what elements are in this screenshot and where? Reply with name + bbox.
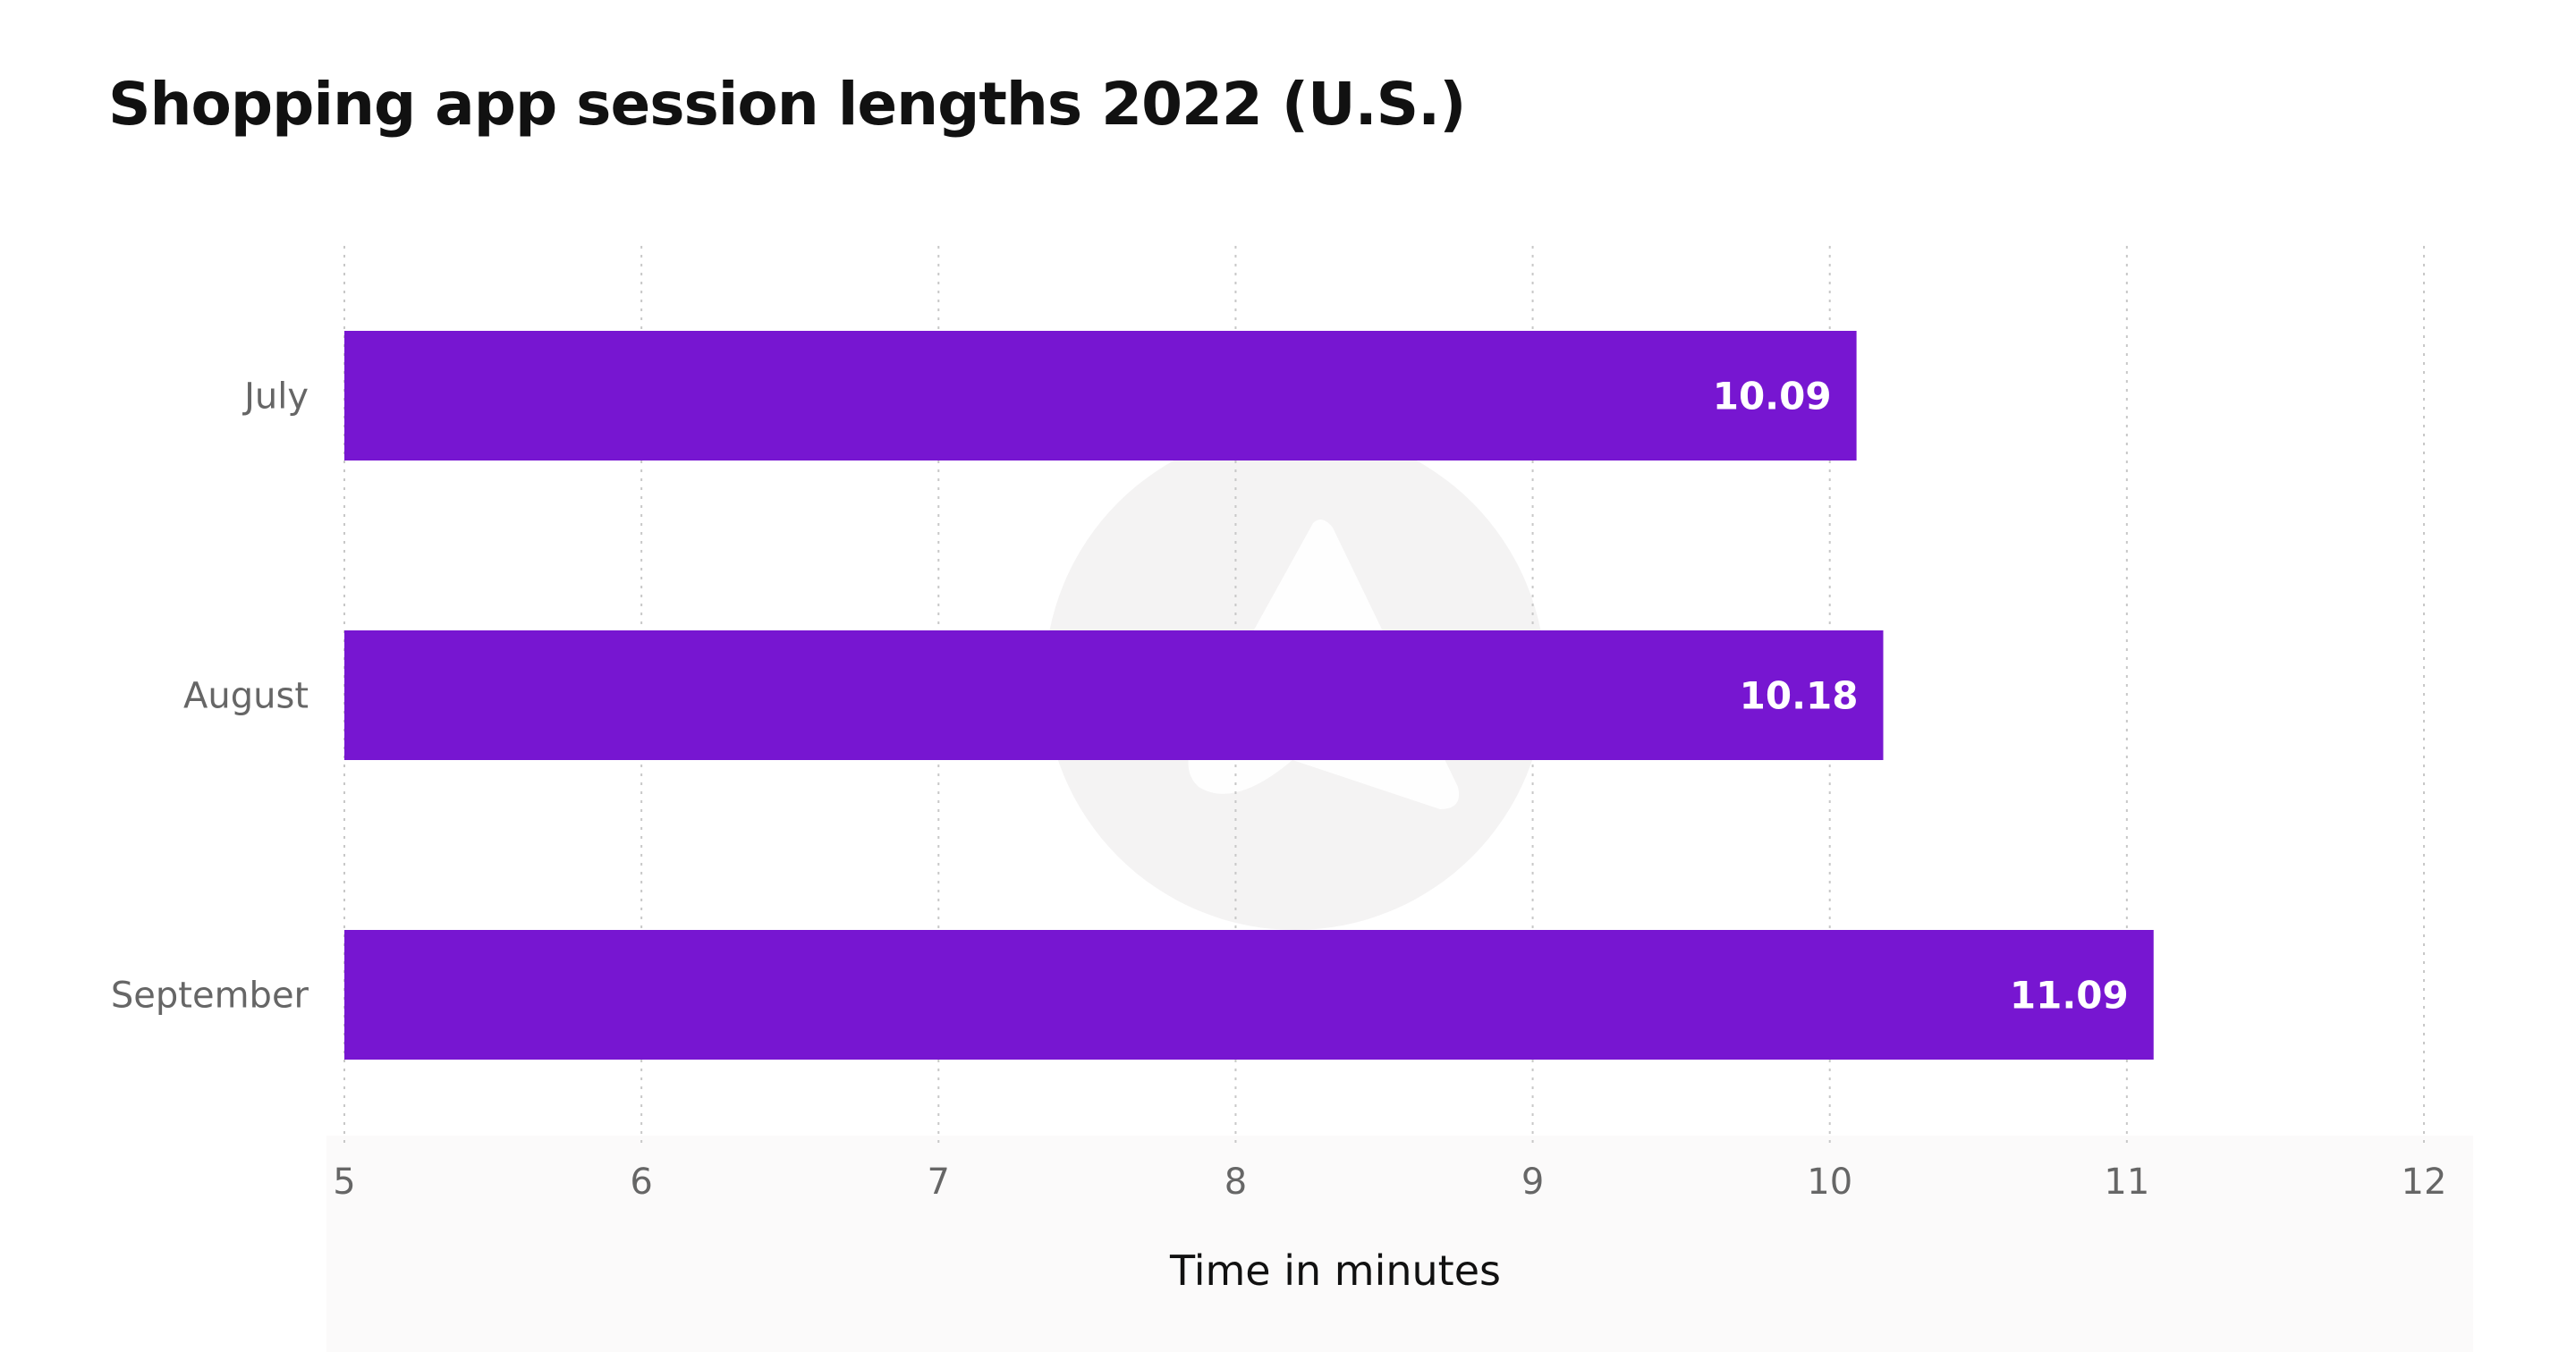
data-label: 10.09 <box>1713 375 1832 418</box>
watermark-logo <box>326 429 2473 1352</box>
category-labels: July August September <box>111 376 309 1017</box>
x-tick-label: 12 <box>2402 1162 2447 1203</box>
category-label: August <box>183 676 309 717</box>
bar-august <box>344 630 1884 760</box>
x-tick-label: 7 <box>928 1162 950 1203</box>
chart-title: Shopping app session lengths 2022 (U.S.) <box>108 70 1466 139</box>
x-tick-label: 8 <box>1224 1162 1247 1203</box>
x-tick-label: 9 <box>1521 1162 1544 1203</box>
bar-september <box>344 930 2154 1060</box>
bar-july <box>344 331 1857 461</box>
bars: 10.09 10.18 11.09 <box>344 331 2154 1060</box>
x-tick-label: 11 <box>2104 1162 2149 1203</box>
category-label: July <box>242 376 309 418</box>
data-label: 11.09 <box>2010 974 2129 1018</box>
x-axis-tick-labels: 5 6 7 8 9 10 11 12 <box>333 1162 2446 1203</box>
data-label: 10.18 <box>1740 674 1859 718</box>
category-label: September <box>111 976 309 1017</box>
x-tick-label: 5 <box>333 1162 355 1203</box>
x-tick-label: 10 <box>1807 1162 1852 1203</box>
x-tick-label: 6 <box>630 1162 652 1203</box>
x-axis-title: Time in minutes <box>1169 1246 1501 1295</box>
